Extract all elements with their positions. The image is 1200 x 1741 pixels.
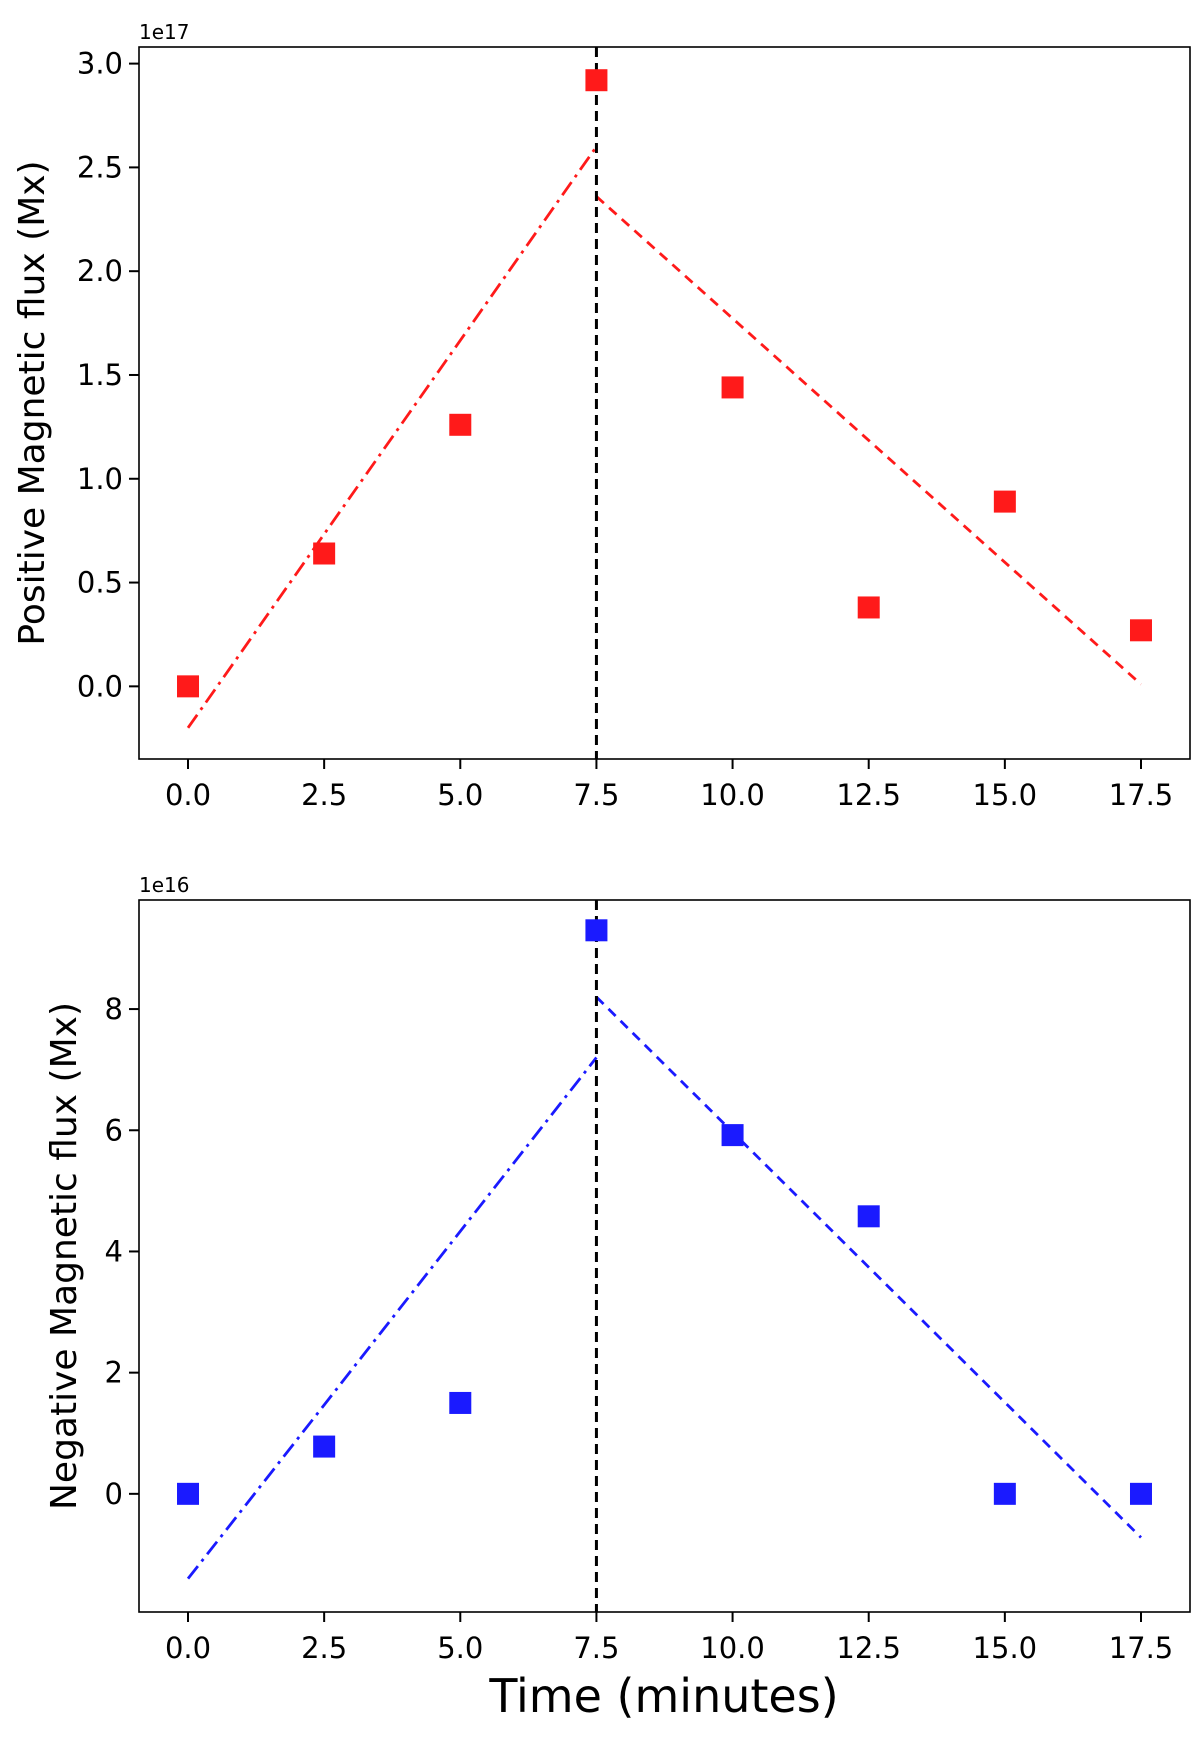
y-tick-label: 6 bbox=[105, 1113, 123, 1147]
y-tick-label: 8 bbox=[105, 992, 123, 1026]
panel-positive-flux: 0.0 2.5 5.0 7.5 10.0 12.5 15.0 17.5 0.0 0.5 1.0 1.5… bbox=[12, 20, 1191, 812]
data-point bbox=[585, 69, 608, 92]
x-tick-label: 5.0 bbox=[437, 778, 483, 812]
panel-negative-flux: 0.0 2.5 5.0 7.5 10.0 12.5 15.0 17.5 0 2 4 6 8 1e16 Neg… bbox=[44, 873, 1191, 1665]
data-point bbox=[721, 376, 744, 399]
fit-line-rising bbox=[186, 145, 598, 729]
x-tick-label: 2.5 bbox=[301, 1631, 347, 1665]
y-axis-label: Positive Magnetic flux (Mx) bbox=[12, 160, 53, 645]
data-point bbox=[857, 596, 880, 619]
plot-frame bbox=[138, 46, 1191, 760]
x-tick-label: 15.0 bbox=[973, 1631, 1038, 1665]
x-tick-label: 10.0 bbox=[700, 1631, 765, 1665]
x-tick-label: 15.0 bbox=[973, 778, 1038, 812]
y-tick-label: 1.0 bbox=[77, 462, 123, 496]
y-tick-label: 2.0 bbox=[77, 254, 123, 288]
x-tick-label: 12.5 bbox=[836, 1631, 901, 1665]
x-tick-label: 7.5 bbox=[573, 778, 619, 812]
y-tick-label: 2 bbox=[105, 1356, 123, 1390]
x-tick-label: 0.0 bbox=[165, 778, 211, 812]
data-point bbox=[449, 1391, 472, 1414]
y-tick-label: 4 bbox=[105, 1234, 123, 1268]
y-tick-label: 2.5 bbox=[77, 150, 123, 184]
data-point bbox=[721, 1124, 744, 1147]
y-tick-label: 0.0 bbox=[77, 669, 123, 703]
x-tick-label: 2.5 bbox=[301, 778, 347, 812]
y-tick-label: 0 bbox=[105, 1477, 123, 1511]
x-tick-label: 5.0 bbox=[437, 1631, 483, 1665]
data-point bbox=[177, 675, 200, 698]
x-tick-label: 7.5 bbox=[573, 1631, 619, 1665]
data-point bbox=[857, 1205, 880, 1228]
x-tick-label: 17.5 bbox=[1109, 1631, 1174, 1665]
data-point bbox=[1129, 1482, 1152, 1505]
data-point bbox=[1129, 619, 1152, 642]
y-offset-label: 1e16 bbox=[139, 873, 189, 897]
y-offset-label: 1e17 bbox=[139, 20, 189, 44]
fit-line-rising bbox=[186, 1056, 598, 1580]
y-tick-label: 1.5 bbox=[77, 358, 123, 392]
data-point bbox=[449, 413, 472, 436]
x-tick-label: 10.0 bbox=[700, 778, 765, 812]
data-point bbox=[993, 1482, 1016, 1505]
x-axis-label: Time (minutes) bbox=[488, 1669, 838, 1723]
data-point bbox=[313, 1435, 336, 1458]
x-tick-label: 12.5 bbox=[836, 778, 901, 812]
data-point bbox=[313, 542, 336, 565]
plot-frame bbox=[138, 899, 1191, 1613]
data-point bbox=[585, 919, 608, 942]
y-tick-label: 0.5 bbox=[77, 566, 123, 600]
x-tick-label: 0.0 bbox=[165, 1631, 211, 1665]
fit-line-falling bbox=[595, 995, 1142, 1539]
fit-line-falling bbox=[595, 195, 1142, 686]
data-point bbox=[993, 490, 1016, 513]
y-axis-label: Negative Magnetic flux (Mx) bbox=[44, 1002, 85, 1510]
y-tick-label: 3.0 bbox=[77, 47, 123, 81]
data-point bbox=[177, 1482, 200, 1505]
x-tick-label: 17.5 bbox=[1109, 778, 1174, 812]
